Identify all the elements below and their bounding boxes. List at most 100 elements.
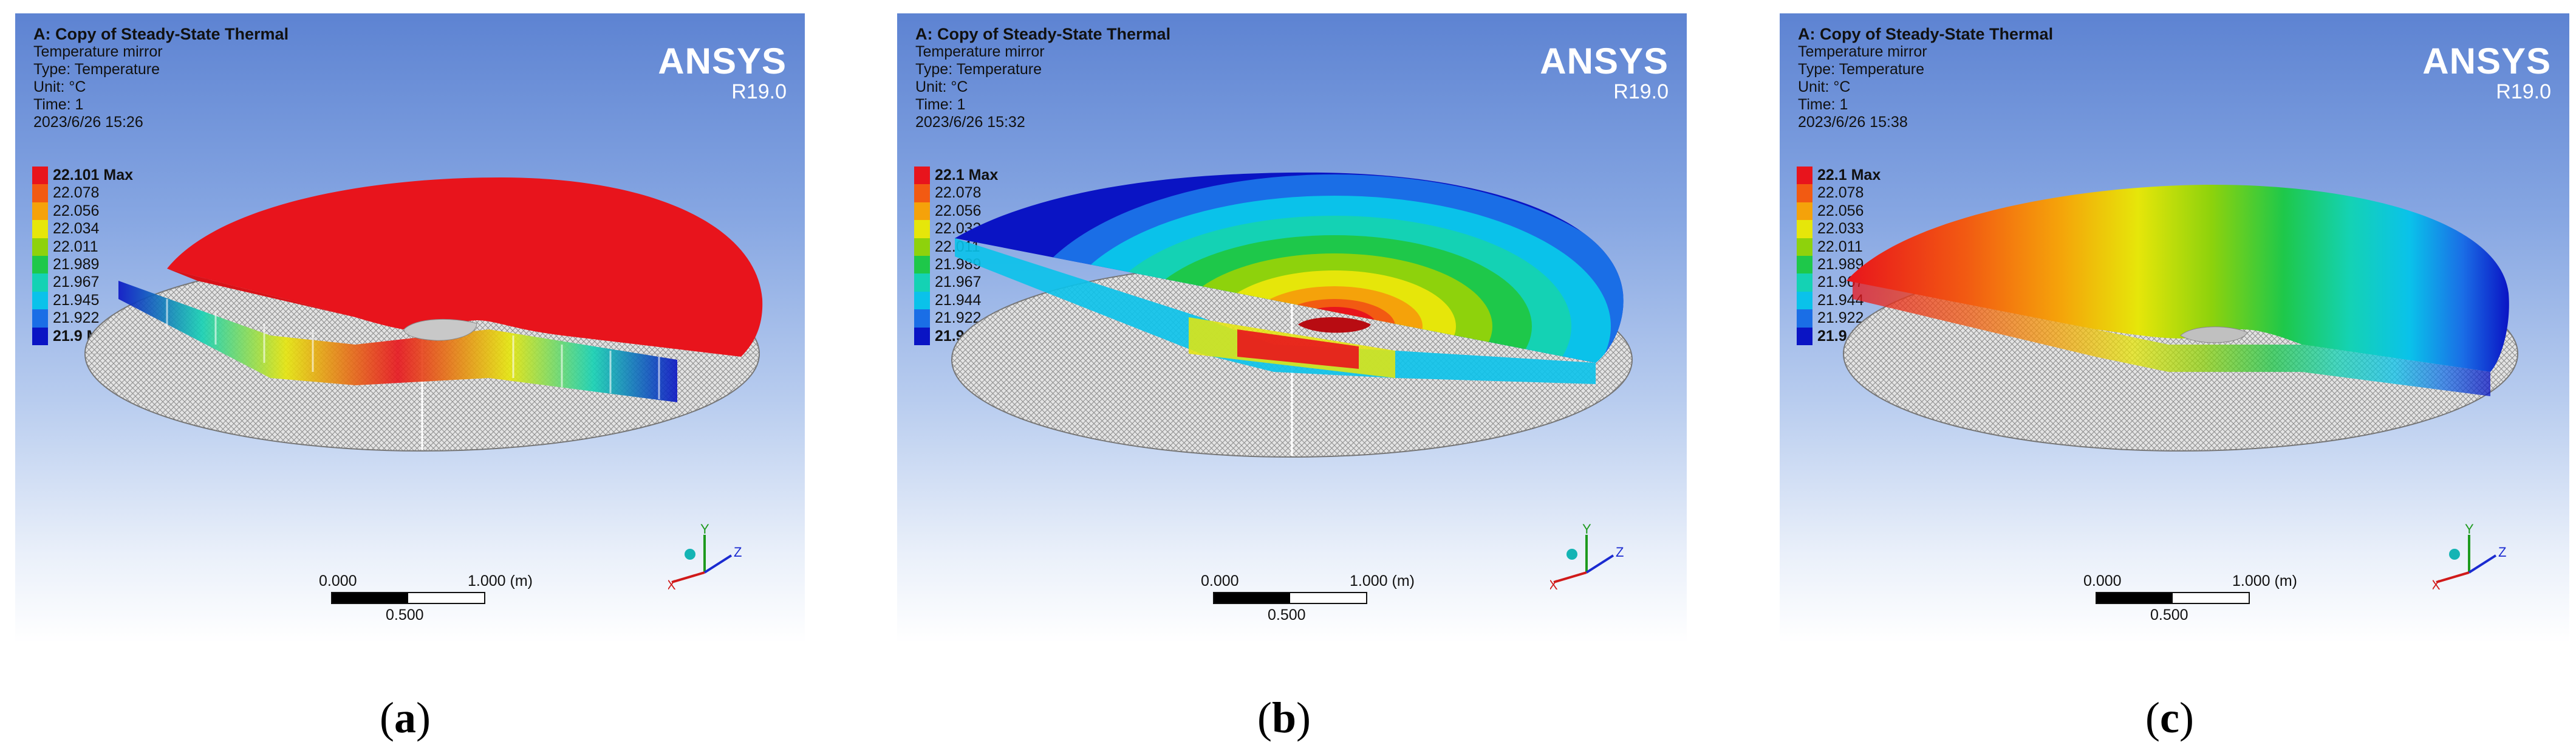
triad-z-label: Z — [2498, 545, 2506, 560]
figure-caption-a: (a) — [380, 693, 431, 743]
triad-iso-ball[interactable] — [1566, 549, 1577, 560]
brand-name: ANSYS — [2422, 41, 2551, 81]
legend-label: 21.922 — [53, 309, 100, 327]
legend-label: 21.922 — [1817, 309, 1864, 327]
legend-label: 22.034 — [53, 220, 100, 238]
ansys-logo: ANSYS R19.0 — [2422, 41, 2551, 104]
result-object-name: Temperature mirror — [1798, 43, 1927, 60]
legend-label: 22.056 — [935, 202, 982, 219]
mirror-model-b[interactable] — [897, 13, 1687, 643]
scale-bar: 0.000 1.000 (m) 0.500 — [1201, 572, 1456, 627]
result-timestamp: 2023/6/26 15:32 — [915, 114, 1025, 131]
legend-swatch — [1797, 327, 1812, 345]
legend-label: 21.922 — [935, 309, 982, 327]
legend-swatch — [32, 255, 48, 274]
triad-y-label: Y — [1582, 524, 1591, 537]
legend-swatch — [1797, 273, 1812, 292]
result-info-b: A: Copy of Steady-State Thermal Temperat… — [915, 26, 1170, 131]
scale-label-mid: 0.500 — [2150, 607, 2188, 624]
analysis-title: A: Copy of Steady-State Thermal — [915, 25, 1171, 43]
triad-y-label: Y — [2465, 524, 2474, 537]
legend-swatch — [914, 273, 930, 292]
triad-iso-ball[interactable] — [685, 549, 695, 560]
result-object-name: Temperature mirror — [915, 43, 1045, 60]
legend-label: 22.078 — [935, 184, 982, 202]
axis-triad[interactable]: Y X Z — [668, 524, 747, 603]
mirror-ribs — [118, 281, 677, 402]
analysis-title: A: Copy of Steady-State Thermal — [1798, 25, 2054, 43]
ansys-logo: ANSYS R19.0 — [1540, 43, 1669, 104]
brand-version: R19.0 — [1613, 80, 1669, 103]
result-time: Time: 1 — [33, 96, 84, 113]
legend-swatch — [1797, 309, 1812, 328]
scale-label-zero: 0.000 — [319, 572, 357, 589]
legend-swatch — [914, 309, 930, 328]
legend-swatch — [914, 167, 930, 185]
triad-x-label: X — [668, 577, 676, 593]
legend-label: 22.033 — [1817, 220, 1864, 238]
result-time: Time: 1 — [1798, 96, 1848, 113]
axis-triad[interactable]: Y X Z — [2433, 524, 2512, 603]
result-timestamp: 2023/6/26 15:38 — [1798, 114, 1908, 131]
scale-label-max: 1.000 (m) — [1350, 572, 1415, 589]
legend-swatch — [914, 255, 930, 274]
legend-swatch — [914, 184, 930, 202]
mirror-top-face — [167, 177, 763, 357]
legend-label: 22.101 Max — [53, 167, 134, 184]
result-viewport-b[interactable]: A: Copy of Steady-State Thermal Temperat… — [897, 13, 1687, 643]
scale-bar: 0.000 1.000 (m) 0.500 — [2083, 572, 2339, 627]
legend-label: 22.011 — [1817, 238, 1863, 255]
legend-swatch — [32, 273, 48, 292]
mirror-model-c[interactable] — [1780, 13, 2569, 643]
scale-label-mid: 0.500 — [1268, 607, 1306, 624]
scale-bar-graphic — [1213, 592, 1367, 604]
scale-label-max: 1.000 (m) — [468, 572, 533, 589]
result-viewport-a[interactable]: A: Copy of Steady-State Thermal Temperat… — [15, 13, 805, 643]
legend-swatch — [32, 220, 48, 238]
scale-label-mid: 0.500 — [386, 607, 424, 624]
legend-label: 22.056 — [1817, 202, 1864, 219]
result-type: Type: Temperature — [33, 61, 160, 78]
brand-version: R19.0 — [731, 80, 787, 103]
result-unit: Unit: °C — [1798, 78, 1851, 95]
legend-swatch — [32, 327, 48, 345]
scale-bar-graphic — [2096, 592, 2250, 604]
legend-swatch — [32, 291, 48, 310]
legend-swatch — [914, 220, 930, 238]
ansys-logo: ANSYS R19.0 — [658, 43, 787, 104]
caption-close-paren: ) — [415, 693, 431, 742]
legend-swatch — [1797, 184, 1812, 202]
legend-label: 22.1 Max — [935, 167, 999, 184]
caption-close-paren: ) — [1296, 693, 1311, 742]
triad-iso-ball[interactable] — [2449, 549, 2460, 560]
mirror-model-a[interactable] — [15, 13, 805, 643]
caption-open-paren: ( — [1257, 693, 1272, 742]
legend-swatch — [1797, 167, 1812, 185]
triad-z-label: Z — [734, 545, 742, 560]
legend-swatch — [32, 238, 48, 256]
legend-label: 21.989 — [53, 255, 100, 273]
brand-version: R19.0 — [2496, 80, 2551, 103]
triad-y-label: Y — [700, 524, 709, 537]
triad-x-label: X — [2433, 577, 2441, 593]
caption-close-paren: ) — [2179, 693, 2194, 742]
legend-swatch — [914, 291, 930, 310]
caption-open-paren: ( — [2145, 693, 2160, 742]
caption-letter: b — [1271, 693, 1297, 742]
legend-swatch — [32, 309, 48, 328]
result-unit: Unit: °C — [33, 78, 86, 95]
result-type: Type: Temperature — [915, 61, 1042, 78]
caption-letter: a — [394, 693, 416, 742]
result-timestamp: 2023/6/26 15:26 — [33, 114, 143, 131]
mirror-top-face — [1847, 184, 2509, 372]
result-viewport-c[interactable]: A: Copy of Steady-State Thermal Temperat… — [1780, 13, 2569, 643]
triad-x-label: X — [1550, 577, 1558, 593]
result-unit: Unit: °C — [915, 78, 968, 95]
figure-caption-c: (c) — [2145, 693, 2194, 743]
legend-swatch — [1797, 202, 1812, 221]
mirror-ribs — [1853, 281, 2490, 396]
legend-label: 22.1 Max — [1817, 167, 1881, 184]
legend-label: 21.944 — [935, 291, 982, 309]
legend-swatch — [1797, 220, 1812, 238]
axis-triad[interactable]: Y X Z — [1550, 524, 1629, 603]
